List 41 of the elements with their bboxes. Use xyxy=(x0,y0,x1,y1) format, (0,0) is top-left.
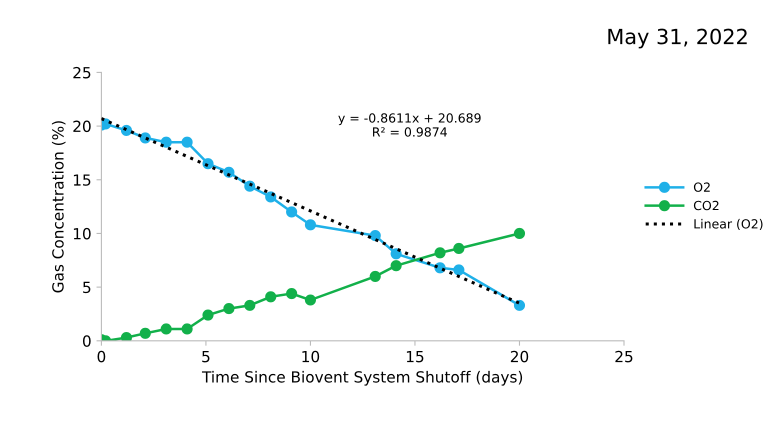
point xyxy=(304,294,316,306)
point xyxy=(304,219,316,230)
y-tick-label: 10 xyxy=(74,228,91,240)
point xyxy=(140,328,151,339)
point xyxy=(286,206,298,218)
point xyxy=(286,288,298,300)
y-tick-label: 0 xyxy=(82,335,91,347)
legend-label: CO2 xyxy=(694,200,718,210)
x-tick-label: 5 xyxy=(202,350,210,362)
x-axis-title: Time Since Biovent System Shutoff (days) xyxy=(202,370,522,386)
point xyxy=(390,260,402,272)
point xyxy=(223,303,234,314)
annotation: y = -0.8611x + 20.689 R² = 0.9874 xyxy=(338,113,481,137)
x-tick-label: 20 xyxy=(510,350,528,362)
x-tick-label: 25 xyxy=(615,350,632,362)
point xyxy=(182,136,193,148)
y-axis-title: Gas Concentration (%) xyxy=(52,121,66,292)
legend-label: O2 xyxy=(694,182,710,192)
point xyxy=(434,247,446,258)
y-tick-label: 25 xyxy=(73,66,90,78)
point xyxy=(265,291,276,302)
point xyxy=(182,323,193,335)
x-tick-label: 15 xyxy=(406,350,424,362)
point xyxy=(120,332,132,341)
point xyxy=(202,309,214,321)
y-tick-label: 15 xyxy=(74,174,90,186)
y-tick-label: 5 xyxy=(83,282,90,294)
x-tick-label: 0 xyxy=(98,350,106,362)
point xyxy=(160,136,172,148)
legend-label: Linear (O2) xyxy=(694,218,762,230)
point xyxy=(370,270,381,282)
text: May 31, 2022 xyxy=(608,28,747,48)
point xyxy=(244,300,256,311)
point xyxy=(370,230,381,242)
point xyxy=(390,248,402,260)
y-tick-label: 20 xyxy=(73,120,91,132)
point xyxy=(453,264,464,276)
x-tick-label: 10 xyxy=(302,350,320,362)
point xyxy=(514,228,526,240)
point xyxy=(453,242,464,254)
point xyxy=(160,323,172,335)
